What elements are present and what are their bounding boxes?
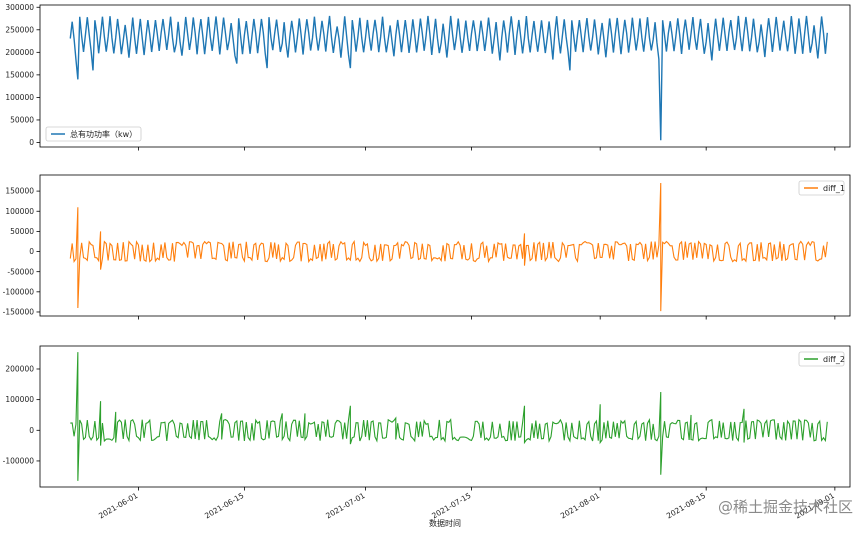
axes-frame (39, 174, 851, 317)
legend-label: 总有功功率（kw） (70, 129, 137, 139)
legend-box (798, 180, 845, 196)
legend-label: diff_1 (823, 184, 845, 193)
chart-panel-3: -100000 0 100000 200000 diff_2 (3, 345, 851, 491)
y-tick-label: 100000 (5, 207, 34, 216)
x-tick-label: 2021-06-15 (203, 491, 245, 521)
axes-frame (39, 4, 851, 148)
chart-panel-2: -150000 -100000 -50000 0 50000 100000 150000 di… (3, 174, 851, 320)
y-tick-label: -100000 (3, 457, 35, 466)
y-tick-label: 50000 (10, 227, 34, 236)
y-tick-label: 150000 (5, 70, 34, 79)
x-tick-label: 2021-07-15 (430, 491, 472, 521)
y-tick-label: 200000 (5, 48, 34, 57)
series-line-总有功功率（kw） (69, 15, 828, 141)
x-tick-label: 2021-06-01 (97, 491, 139, 521)
axes-frame (39, 345, 851, 488)
y-tick-label: 0 (29, 247, 34, 256)
series-line-diff_2 (70, 352, 828, 481)
legend-label: diff_2 (823, 355, 845, 364)
x-tick-label: 2021-08-01 (559, 491, 601, 521)
y-tick-label: -100000 (3, 287, 35, 296)
y-tick-label: 250000 (5, 25, 34, 34)
y-tick-label: 0 (29, 426, 34, 435)
x-tick-label: 2021-07-01 (324, 491, 366, 521)
chart-panel-1: 0 50000 100000 150000 200000 250000 300000 总有功功… (5, 3, 851, 151)
y-tick-label: 300000 (5, 3, 34, 12)
y-tick-label: 50000 (10, 116, 34, 125)
x-tick-label: 2021-08-15 (665, 491, 707, 521)
y-tick-label: 150000 (5, 187, 34, 196)
legend: 总有功功率（kw） (45, 126, 142, 142)
y-tick-label: 200000 (5, 365, 34, 374)
x-axis-label: 数据时间 (429, 518, 461, 528)
legend-box (798, 351, 845, 367)
y-tick-label: 100000 (5, 93, 34, 102)
watermark: @稀土掘金技术社区 (718, 498, 853, 516)
y-tick-label: 100000 (5, 395, 34, 404)
legend-box (45, 126, 142, 142)
y-tick-label: -50000 (7, 267, 34, 276)
y-tick-label: 0 (29, 138, 34, 147)
series-line-diff_1 (69, 183, 828, 312)
legend: diff_2 (798, 351, 845, 367)
y-tick-label: -150000 (3, 308, 35, 317)
legend: diff_1 (798, 180, 845, 196)
